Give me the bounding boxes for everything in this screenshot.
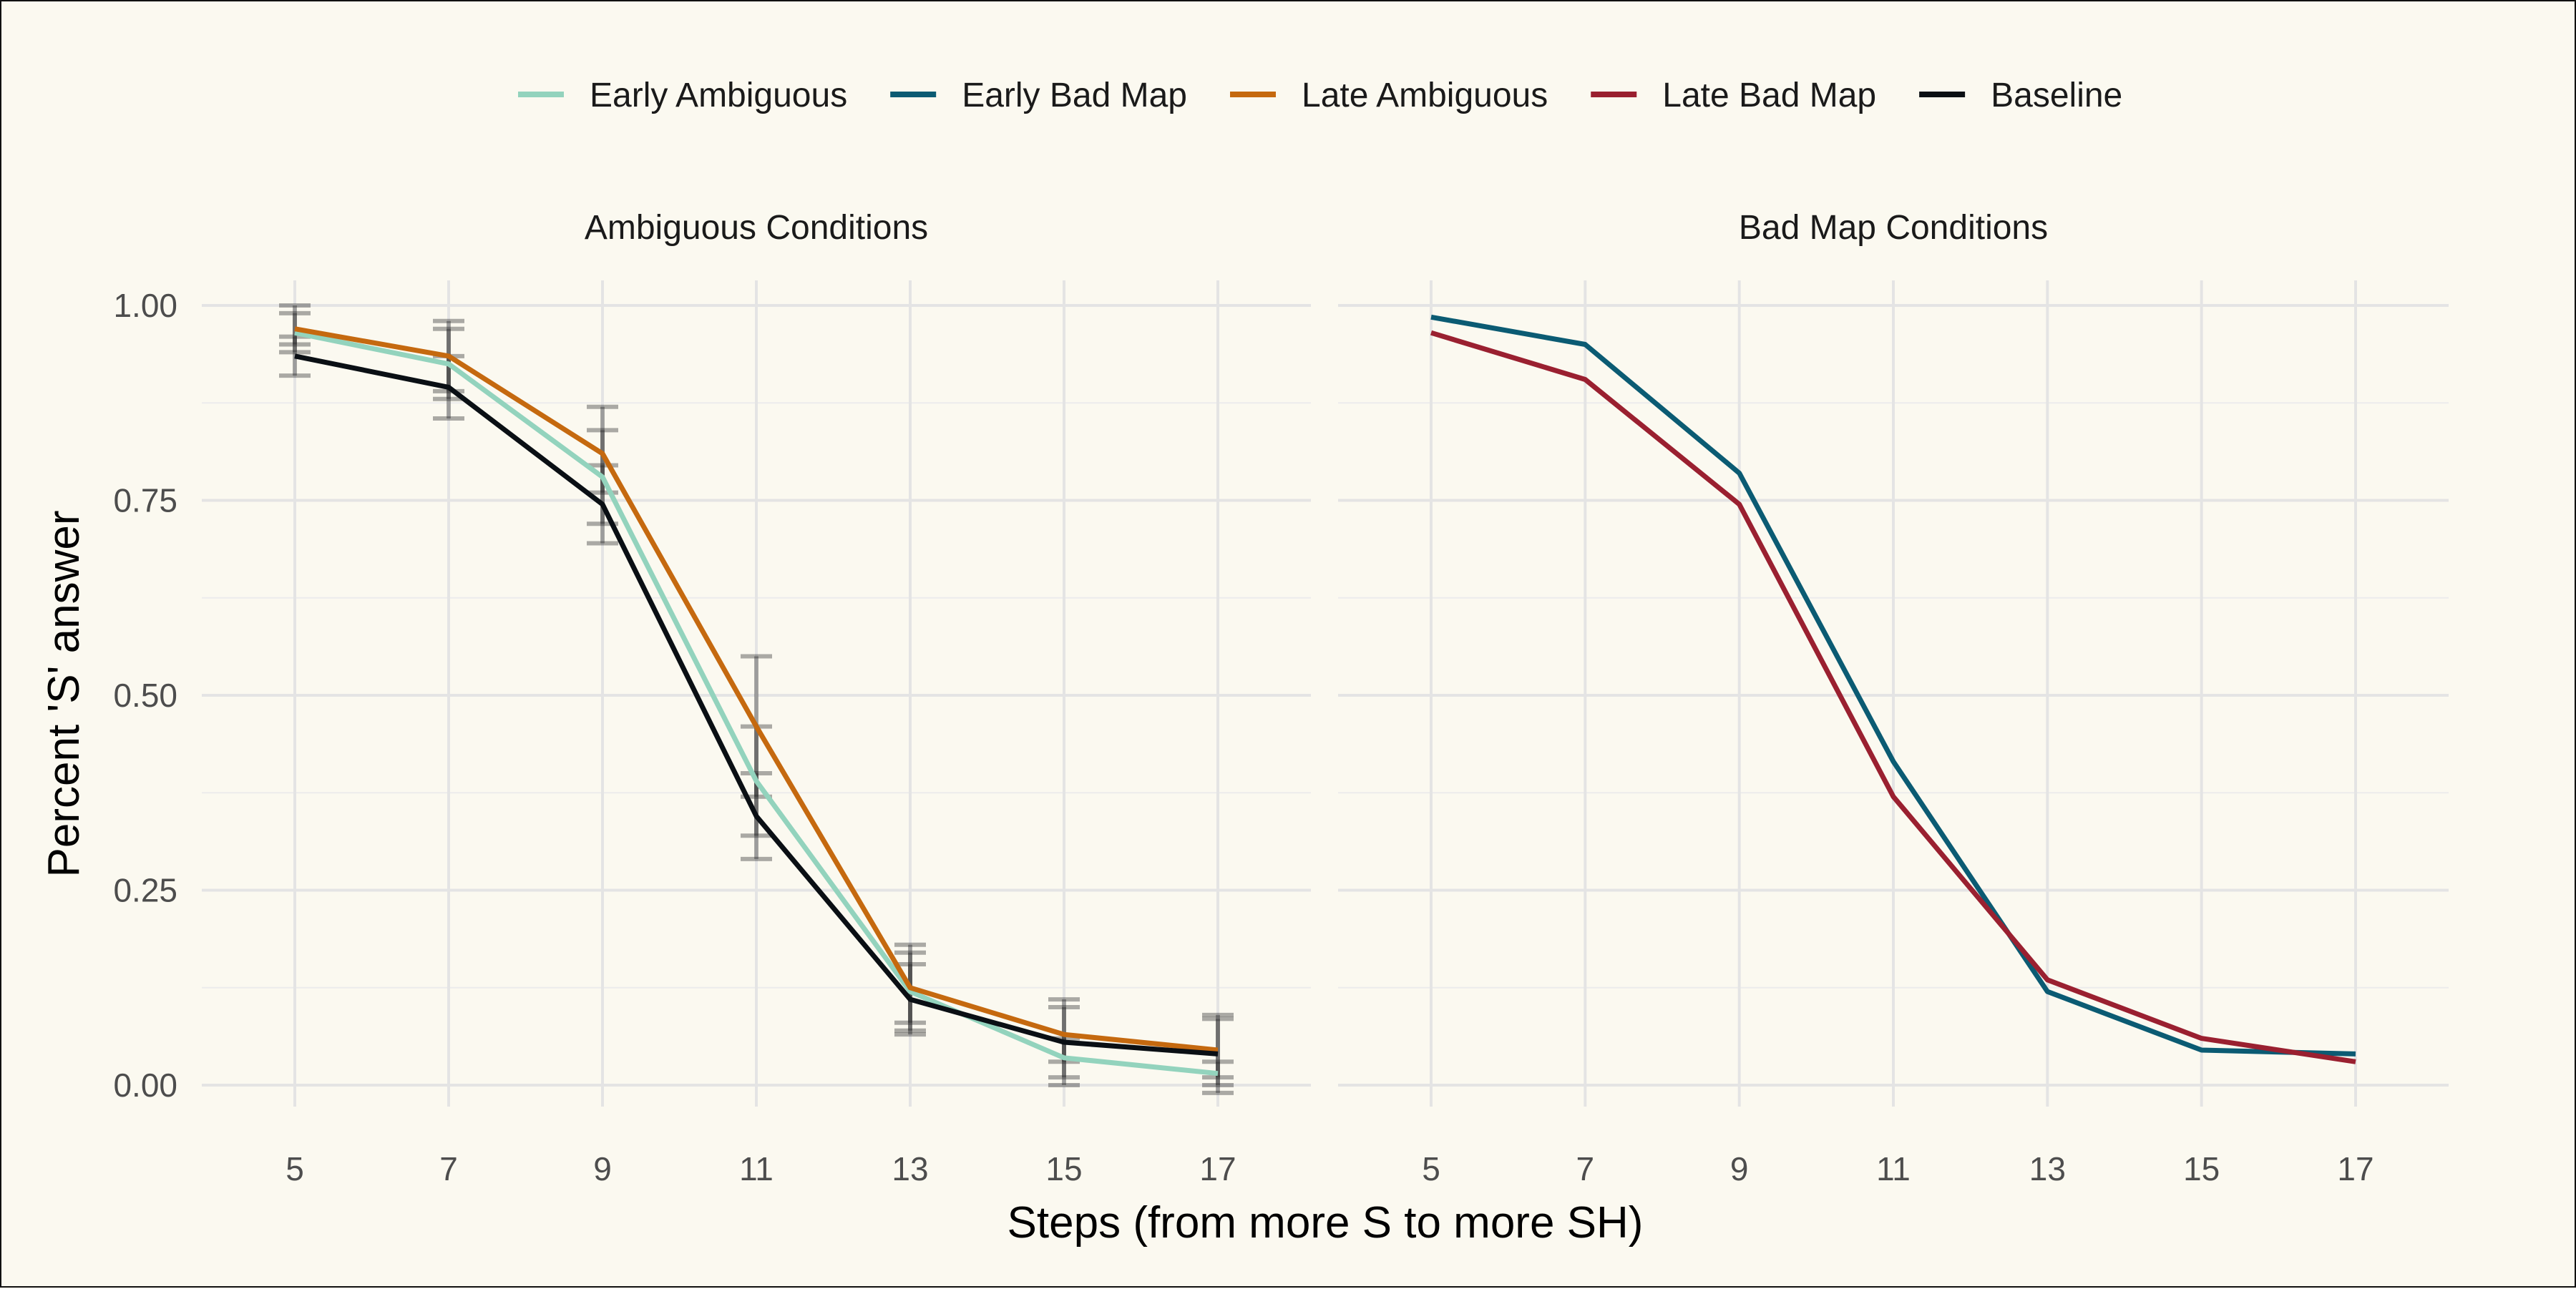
y-tick-label: 0.75: [113, 482, 177, 519]
x-tick-label: 5: [1422, 1150, 1440, 1187]
series-line-early-bad-map: [1430, 314, 2356, 1057]
legend-item: Early Ambiguous: [518, 77, 847, 114]
y-tick-label: 0.00: [113, 1067, 177, 1104]
x-tick-label: 7: [439, 1150, 458, 1187]
facet-panel-2: Bad Map Conditions 5 7 9 11 13 15 17: [1338, 209, 2449, 1187]
legend-label: Late Bad Map: [1662, 77, 1876, 114]
x-tick-label: 5: [286, 1150, 304, 1187]
legend-item: Baseline: [1919, 77, 2122, 114]
legend-label: Early Bad Map: [962, 77, 1187, 114]
series-line-late-bad-map: [1430, 330, 2356, 1064]
legend-item: Late Bad Map: [1591, 77, 1876, 114]
panel-title: Bad Map Conditions: [1739, 209, 2048, 247]
error-bar: [279, 310, 311, 355]
y-axis-title: Percent 'S' answer: [39, 510, 89, 877]
y-tick-label: 0.50: [113, 677, 177, 714]
error-bar: [279, 303, 311, 347]
y-tick-label: 1.00: [113, 287, 177, 324]
x-tick-label: 17: [1199, 1150, 1236, 1187]
panel-title: Ambiguous Conditions: [585, 209, 928, 247]
facet-panel-1: Ambiguous Conditions 5 7 9 11 13 15 17: [202, 209, 1311, 1187]
x-tick-label: 11: [1876, 1150, 1911, 1187]
y-tick-label: 0.25: [113, 872, 177, 909]
legend-label: Baseline: [1991, 77, 2122, 114]
x-tick-label: 15: [1045, 1150, 1082, 1187]
legend-item: Late Ambiguous: [1230, 77, 1548, 114]
x-tick-label: 11: [739, 1150, 774, 1187]
x-tick-label: 9: [593, 1150, 612, 1187]
legend-item: Early Bad Map: [890, 77, 1187, 114]
x-tick-label: 13: [892, 1150, 928, 1187]
x-tick-label: 13: [2029, 1150, 2066, 1187]
series-line-early-ambiguous: [294, 330, 1219, 1077]
x-tick-label: 9: [1730, 1150, 1749, 1187]
series-line-baseline: [294, 353, 1219, 1057]
legend-label: Early Ambiguous: [590, 77, 847, 114]
legend-label: Late Ambiguous: [1302, 77, 1548, 114]
series-line-late-ambiguous: [294, 326, 1219, 1053]
x-tick-label: 17: [2337, 1150, 2373, 1187]
x-tick-label: 15: [2183, 1150, 2220, 1187]
x-tick-label: 7: [1576, 1150, 1595, 1187]
x-axis-title: Steps (from more S to more SH): [1008, 1198, 1644, 1248]
